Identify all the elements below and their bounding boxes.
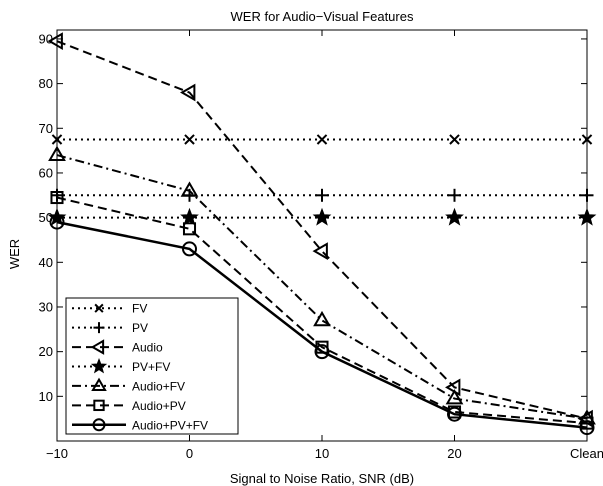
point-pv <box>50 188 64 202</box>
point-fv <box>581 134 593 145</box>
y-tick-label: 80 <box>39 76 53 91</box>
legend-label-audio: Audio <box>132 341 163 355</box>
series-line-audio-pv-fv <box>56 220 588 429</box>
point-audio-pv-fv <box>182 241 197 257</box>
x-tick-label: −10 <box>46 446 68 461</box>
legend-label-pv: PV <box>132 321 148 335</box>
point-pv-fv <box>47 207 67 226</box>
y-tick-label: 30 <box>39 299 53 314</box>
x-tick-label: 20 <box>447 446 461 461</box>
point-pv <box>315 188 329 202</box>
legend-marker-audio-pv-fv <box>92 418 106 432</box>
point-audio-pv <box>50 191 64 205</box>
series-line-audio-pv <box>56 196 588 425</box>
point-audio-pv-fv <box>579 420 595 436</box>
point-fv <box>51 134 63 145</box>
legend-marker-fv <box>94 303 104 313</box>
y-tick-label: 10 <box>39 389 53 404</box>
legend-marker-audio <box>90 339 105 355</box>
point-fv <box>316 134 328 145</box>
point-pv-fv <box>312 207 332 226</box>
y-axis-label: WER <box>7 239 22 269</box>
y-tick-label: 20 <box>39 344 53 359</box>
point-audio <box>445 378 461 397</box>
legend-label-audio-fv: Audio+FV <box>132 379 185 393</box>
x-tick-label: 0 <box>186 446 193 461</box>
point-audio-pv-fv <box>447 406 462 422</box>
point-audio-pv <box>182 222 197 236</box>
x-tick-label: Clean <box>570 446 603 461</box>
y-tick-label: 50 <box>39 210 53 225</box>
legend-marker-audio-fv <box>91 377 107 392</box>
legend-label-audio-pv: Audio+PV <box>132 399 186 413</box>
point-audio-fv <box>313 310 331 327</box>
point-fv <box>184 134 195 145</box>
legend-marker-pv <box>93 322 105 334</box>
x-tick-label: 10 <box>315 446 329 461</box>
point-pv-fv <box>577 207 597 226</box>
legend-label-audio-pv-fv: Audio+PV+FV <box>132 418 208 432</box>
series-line-audio-fv <box>56 154 588 420</box>
point-audio-fv <box>180 181 199 197</box>
legend-marker-pv-fv <box>90 357 108 374</box>
y-tick-label: 60 <box>39 165 53 180</box>
point-pv <box>580 188 594 202</box>
point-audio <box>47 32 63 51</box>
point-audio <box>312 242 328 261</box>
point-audio-pv-fv <box>49 214 65 230</box>
point-audio-pv-fv <box>314 344 330 360</box>
chart-title: WER for Audio−Visual Features <box>231 9 414 24</box>
y-tick-label: 90 <box>39 31 53 46</box>
point-audio <box>180 83 196 102</box>
legend-label-pv-fv: PV+FV <box>132 360 170 374</box>
y-tick-label: 40 <box>39 255 53 270</box>
plot-area: −10 0 10 20 Clean 10 20 30 40 50 60 70 80 90 <box>39 29 603 461</box>
point-audio-fv <box>48 145 66 161</box>
point-pv-fv <box>445 207 464 226</box>
point-audio-fv <box>445 389 464 405</box>
legend: FV PV Audio PV+FV Audio+FV Audio+PV Audio+PV+F… <box>65 297 239 435</box>
legend-marker-audio-pv <box>93 399 105 412</box>
y-tick-label: 70 <box>39 121 53 136</box>
point-fv <box>449 134 460 145</box>
x-axis-label: Signal to Noise Ratio, SNR (dB) <box>230 471 414 486</box>
point-pv <box>448 188 461 202</box>
point-pv-fv <box>180 207 199 226</box>
legend-label-fv: FV <box>132 302 147 316</box>
